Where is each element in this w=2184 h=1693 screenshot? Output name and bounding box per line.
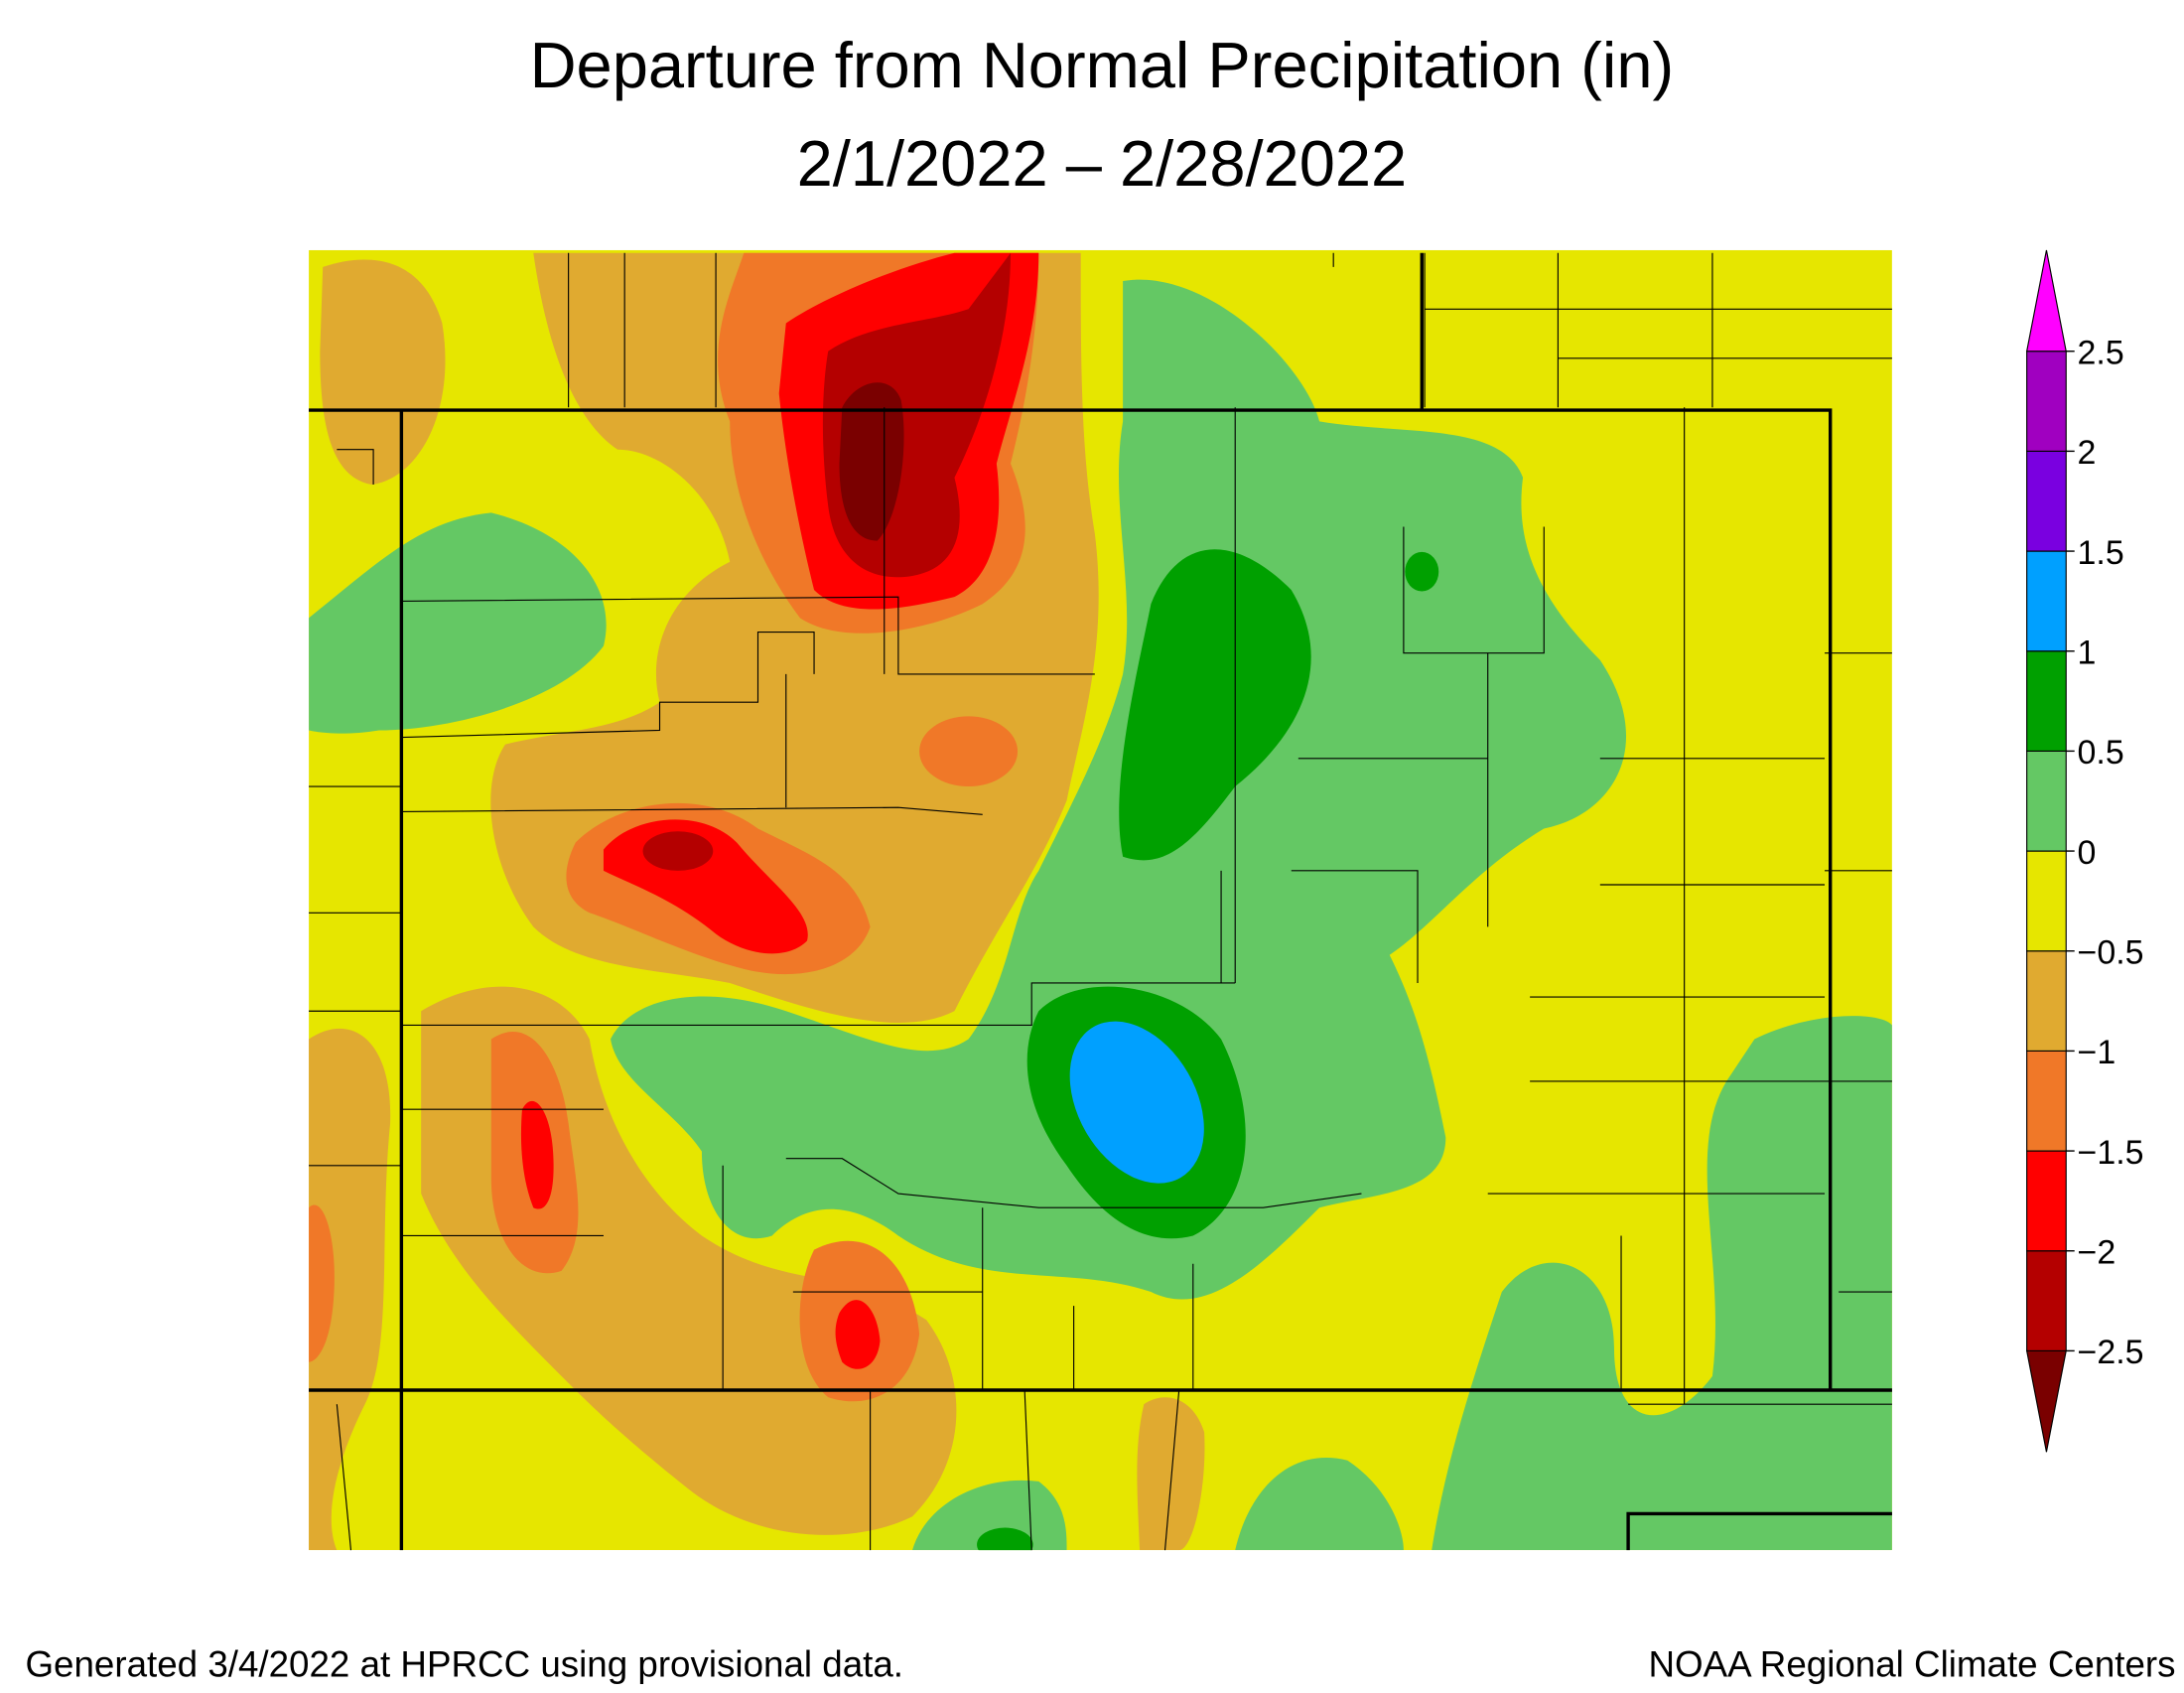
colorbar-tick-label: 2 bbox=[2078, 434, 2097, 472]
colorbar-tick-label: 0.5 bbox=[2078, 734, 2124, 772]
colorbar-tick-label: 1.5 bbox=[2078, 534, 2124, 572]
colorbar-tick-label: 1 bbox=[2078, 634, 2097, 671]
colorbar-segment bbox=[2026, 550, 2067, 652]
colorbar-tick-label: 2.5 bbox=[2078, 334, 2124, 371]
colorbar-segment bbox=[2026, 450, 2067, 552]
colorbar-tick-label: −0.5 bbox=[2078, 933, 2144, 971]
colorbar-tick-label: −2.5 bbox=[2078, 1334, 2144, 1371]
title: Departure from Normal Precipitation (in) bbox=[530, 29, 1675, 101]
colorbar-segment bbox=[2026, 850, 2067, 952]
footer-right: NOAA Regional Climate Centers bbox=[1648, 1643, 2175, 1684]
colorbar-tick-label: −1.5 bbox=[2078, 1134, 2144, 1172]
colorbar-segment bbox=[2026, 950, 2067, 1052]
colorbar-segment bbox=[2026, 750, 2067, 852]
colorbar-extension bbox=[2025, 1349, 2067, 1453]
colorbar-segment bbox=[2026, 1250, 2067, 1351]
colorbar-extension bbox=[2025, 249, 2067, 353]
colorbar-segment bbox=[2026, 1150, 2067, 1252]
subtitle: 2/1/2022 – 2/28/2022 bbox=[797, 127, 1408, 200]
contour-field bbox=[309, 249, 1892, 1551]
colorbar-segment bbox=[2026, 1050, 2067, 1152]
map bbox=[309, 249, 1892, 1551]
colorbar-tick-label: −1 bbox=[2078, 1034, 2116, 1071]
colorbar-segment bbox=[2026, 650, 2067, 752]
colorbar-tick-label: 0 bbox=[2078, 834, 2097, 872]
footer-left: Generated 3/4/2022 at HPRCC using provis… bbox=[25, 1643, 903, 1684]
colorbar-segment bbox=[2026, 351, 2067, 452]
colorbar-tick-label: −2 bbox=[2078, 1233, 2116, 1271]
colorbar: −2.5 −2 −1.5 −1 −0.5 0 0.5 1 1.5 2 2.5 bbox=[2025, 249, 2144, 1453]
boundaries bbox=[309, 252, 1892, 1551]
